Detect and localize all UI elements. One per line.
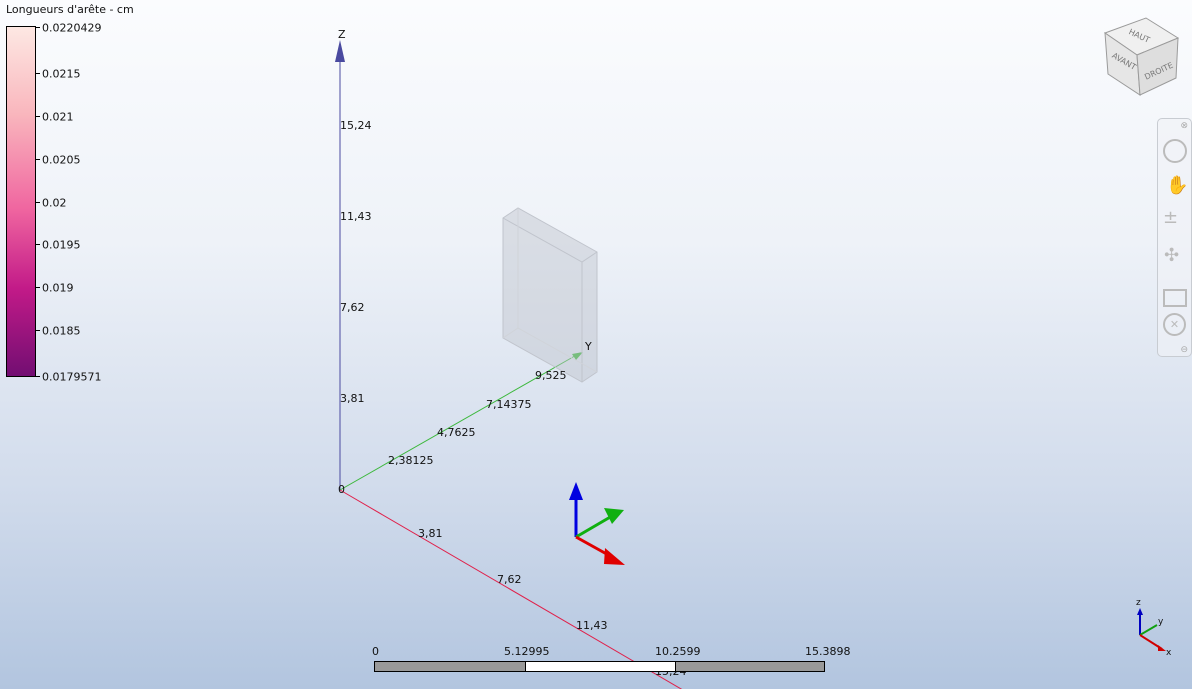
y-tick-label: 9,525 [535,369,567,382]
steering-wheel-icon[interactable] [1163,139,1187,163]
triad-y-label: y [1158,617,1164,627]
y-tick-label: 2,38125 [388,454,434,467]
move-triad[interactable] [569,482,625,565]
y-tick-label: 4,7625 [437,426,476,439]
legend-tick [35,27,40,28]
legend-label: 0.0179571 [42,370,102,384]
z-tick-label: 3,81 [340,392,365,405]
pan-icon[interactable]: ✋ [1166,175,1189,196]
legend-tick [35,330,40,331]
scale-label: 0 [372,645,379,658]
y-axis [339,352,581,491]
rewind-icon[interactable] [1163,289,1187,307]
legend-tick [35,116,40,117]
z-tick-label: 7,62 [340,301,365,314]
legend-tick [35,202,40,203]
navigation-bar: ⊗ ✋ ± ✣ ✕ ⊖ [1157,118,1192,357]
orbit-icon[interactable]: ✣ [1164,245,1180,266]
legend-label: 0.0195 [42,238,81,252]
triad-z-label: z [1136,598,1141,608]
legend-color-bar [6,26,36,377]
z-tick-label: 11,43 [340,210,372,223]
y-axis-arrow [572,352,583,360]
scale-bar [374,661,825,672]
collapse-icon[interactable]: ⊖ [1180,345,1188,355]
legend-label: 0.02 [42,196,67,210]
legend-label: 0.0220429 [42,21,102,35]
legend-label: 0.021 [42,110,74,124]
viewcube[interactable]: HAUT AVANT DROITE [1103,17,1180,96]
scale-label: 10.2599 [655,645,701,658]
legend-label: 0.0215 [42,67,81,81]
y-axis-label: Y [585,340,592,353]
triad-x-label: x [1166,648,1172,658]
look-icon[interactable]: ✕ [1163,313,1186,336]
y-tick-label: 7,14375 [486,398,532,411]
part-box[interactable] [502,207,598,383]
orientation-triad [1137,608,1166,651]
z-tick-label: 15,24 [340,119,372,132]
x-tick-label: 3,81 [418,527,443,540]
scale-label: 15.3898 [805,645,851,658]
legend-tick [35,287,40,288]
close-icon[interactable]: ⊗ [1180,121,1188,131]
z-axis-label: Z [338,28,346,41]
origin-label: 0 [338,483,345,496]
x-tick-label: 11,43 [576,619,608,632]
legend-tick [35,159,40,160]
x-tick-label: 7,62 [497,573,522,586]
legend-tick [35,244,40,245]
x-axis [339,489,683,689]
legend-label: 0.0205 [42,153,81,167]
legend-title: Longueurs d'arête - cm [6,3,134,16]
legend-tick [35,376,40,377]
legend-label: 0.019 [42,281,74,295]
zoom-icon[interactable]: ± [1163,207,1179,228]
scale-label: 5.12995 [504,645,550,658]
legend-label: 0.0185 [42,324,81,338]
legend-tick [35,73,40,74]
z-axis-arrow [335,40,345,62]
